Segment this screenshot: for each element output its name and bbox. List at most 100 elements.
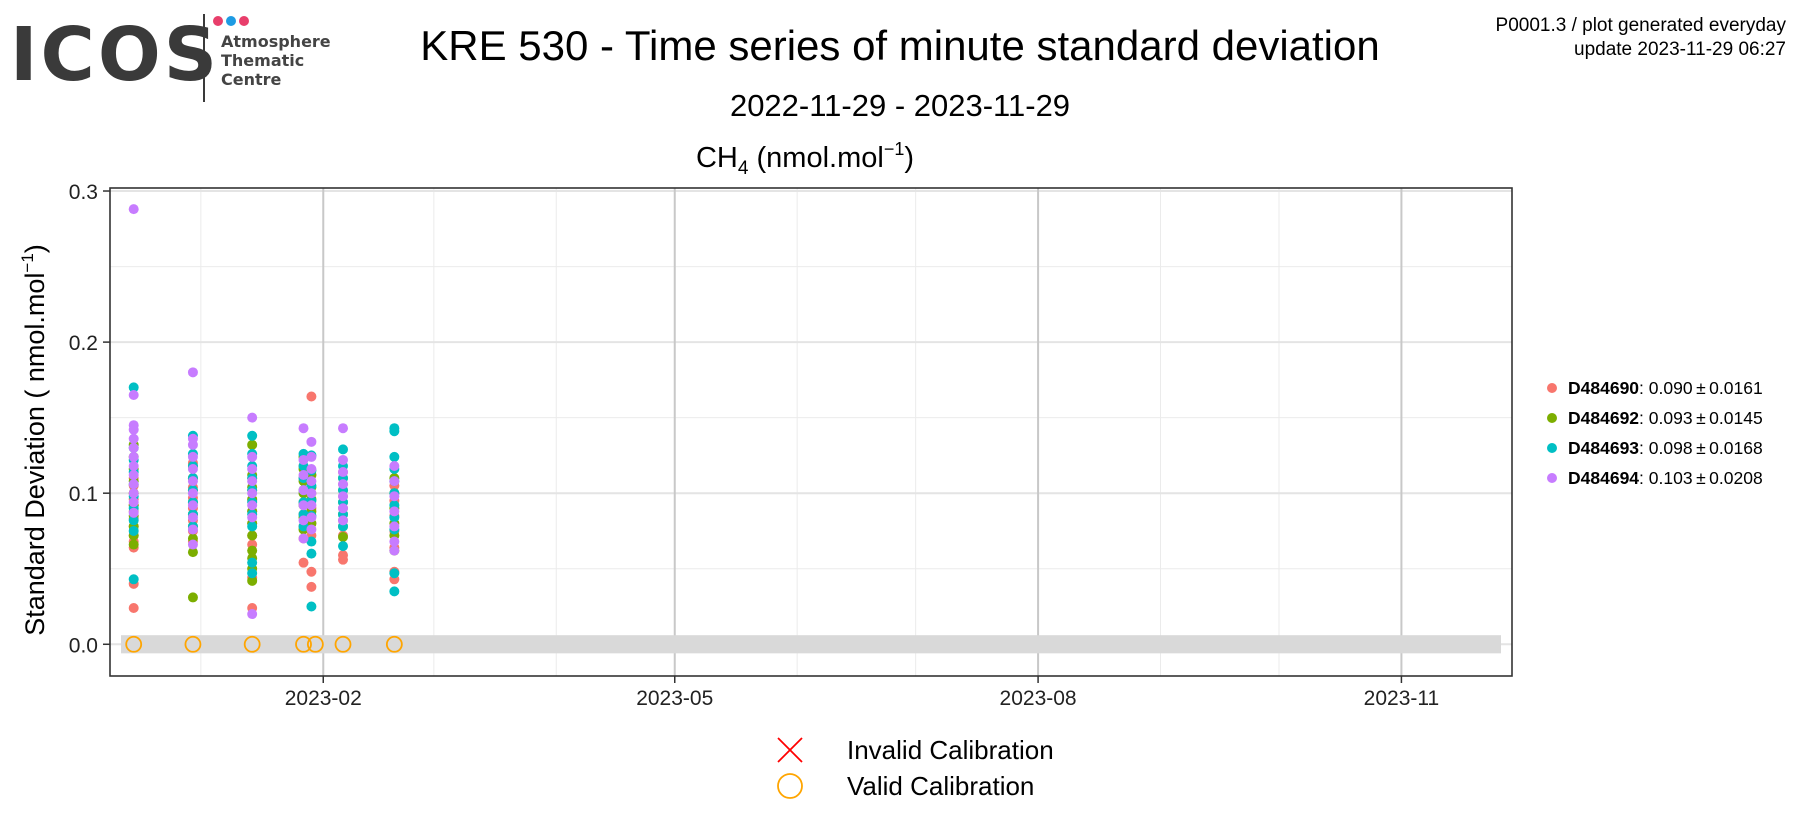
data-point <box>298 454 309 465</box>
data-point <box>247 439 258 450</box>
data-point <box>187 451 198 462</box>
data-point <box>247 521 258 532</box>
valid-calibration-marker <box>385 635 403 653</box>
x-tick-label: 2023-08 <box>1000 687 1077 710</box>
icos-logo: ICOS Atmosphere Thematic Centre <box>10 14 340 106</box>
y-tick-label: 0.3 <box>69 181 98 204</box>
logo-dot <box>213 16 223 26</box>
invalid-calibration-symbol <box>777 737 803 763</box>
data-point <box>298 423 309 434</box>
data-point <box>128 488 139 499</box>
legend-label: D484692: 0.093 ± 0.0145 <box>1568 408 1763 428</box>
data-point <box>389 491 400 502</box>
data-point <box>247 557 258 568</box>
plot-border <box>109 187 1513 677</box>
data-point <box>247 412 258 423</box>
data-point <box>306 536 317 547</box>
series-legend: D484690: 0.090 ± 0.0161 D484692: 0.093 ± … <box>1547 378 1763 488</box>
logo-line-3: Centre <box>221 70 282 89</box>
x-tick-label: 2023-11 <box>1364 687 1440 710</box>
data-point <box>247 464 258 475</box>
data-point <box>128 470 139 481</box>
data-point <box>338 467 349 478</box>
series-D484694 <box>128 204 400 620</box>
valid-calibration-marker <box>243 635 261 653</box>
data-point <box>338 479 349 490</box>
page-title: KRE 530 - Time series of minute standard… <box>420 22 1380 69</box>
calibration-legend-label: Valid Calibration <box>847 771 1034 801</box>
data-point <box>389 506 400 517</box>
generation-info: P0001.3 / plot generated everyday update… <box>1496 14 1786 62</box>
data-point <box>128 382 139 393</box>
logo-divider <box>203 14 205 102</box>
legend-label: D484693: 0.098 ± 0.0168 <box>1568 438 1763 458</box>
data-point <box>389 545 400 556</box>
data-point <box>128 515 139 526</box>
data-point <box>128 539 139 550</box>
data-point <box>306 488 317 499</box>
data-point <box>338 515 349 526</box>
data-point <box>306 581 317 592</box>
panel-title: CH4 (nmol.mol−1) <box>696 139 914 179</box>
data-point <box>298 500 309 511</box>
data-point <box>247 500 258 511</box>
data-point <box>306 524 317 535</box>
valid-calibration-marker <box>295 635 312 653</box>
update-line: update 2023-11-29 06:27 <box>1574 39 1786 60</box>
valid-calibration-marker <box>306 635 324 653</box>
y-tick-label: 0.0 <box>69 634 98 657</box>
y-tick-label: 0.1 <box>69 483 98 506</box>
data-point <box>187 539 198 550</box>
legend-label: D484690: 0.090 ± 0.0161 <box>1568 378 1763 398</box>
data-point <box>247 545 258 556</box>
data-point <box>338 454 349 465</box>
data-point <box>187 367 198 378</box>
logo-line-2: Thematic <box>221 51 305 70</box>
data-point <box>128 389 139 400</box>
data-point <box>128 525 139 536</box>
data-point <box>389 521 400 532</box>
valid-calibration-marker <box>184 635 202 653</box>
data-point <box>187 500 198 511</box>
calibration-legend: Invalid Calibration Valid Calibration <box>777 735 1054 801</box>
data-point <box>306 548 317 559</box>
data-point <box>306 512 317 523</box>
logo-line-1: Atmosphere <box>221 32 331 51</box>
data-point <box>338 503 349 514</box>
data-point <box>389 476 400 487</box>
plot-background <box>110 188 1512 676</box>
y-axis-label: Standard Deviation ( nmol.mol−1) <box>18 244 50 636</box>
data-point <box>389 423 400 434</box>
calibration-band <box>121 635 1501 654</box>
data-point <box>187 433 198 444</box>
data-point <box>128 497 139 508</box>
data-point <box>128 451 139 462</box>
data-point <box>338 541 349 552</box>
data-point <box>306 464 317 475</box>
data-point <box>247 568 258 579</box>
legend-swatch <box>1547 413 1557 423</box>
data-point <box>128 507 139 518</box>
data-point <box>128 420 139 431</box>
data-point <box>389 460 400 471</box>
data-point <box>389 451 400 462</box>
valid-calibration-marker <box>334 635 352 653</box>
logo-dot <box>239 16 249 26</box>
data-point <box>298 557 309 568</box>
data-point <box>247 609 258 620</box>
data-point <box>306 601 317 612</box>
legend-swatch <box>1547 383 1557 393</box>
data-point <box>298 485 309 496</box>
y-tick-label: 0.2 <box>69 332 98 355</box>
legend-swatch <box>1547 473 1557 483</box>
data-point <box>128 603 139 614</box>
data-point <box>128 442 139 453</box>
data-point <box>338 550 349 561</box>
data-point <box>247 488 258 499</box>
plot-area: 0.0 0.1 0.2 0.3 2023-02 2023-05 2023-08 2023-11 <box>69 181 1513 710</box>
data-point <box>389 536 400 547</box>
data-point <box>187 476 198 487</box>
date-range: 2022-11-29 - 2023-11-29 <box>729 88 1071 123</box>
data-point <box>338 444 349 455</box>
